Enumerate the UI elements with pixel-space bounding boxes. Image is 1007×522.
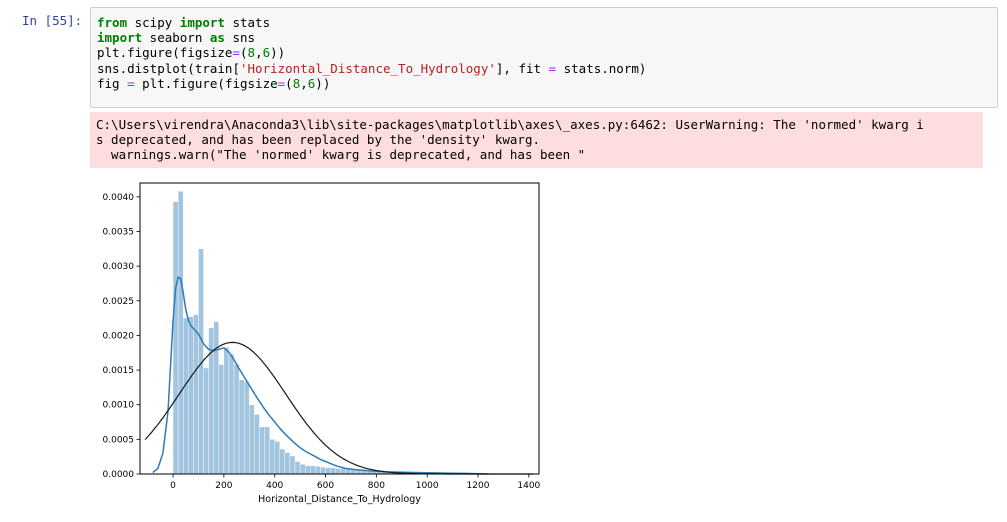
code-editor[interactable]: from scipy import stats import seaborn a… <box>91 8 997 98</box>
y-tick-label: 0.0015 <box>103 366 135 376</box>
histogram-bar <box>243 381 250 475</box>
x-tick-label: 200 <box>215 481 232 491</box>
y-tick-label: 0.0040 <box>103 193 135 203</box>
code-token: sns <box>224 30 256 46</box>
histogram-bar <box>289 455 296 475</box>
x-tick-label: 400 <box>266 481 283 491</box>
code-token: 8 <box>247 45 256 61</box>
histogram-bar <box>299 464 306 475</box>
histogram-bar <box>183 317 189 475</box>
code-token: import <box>97 30 143 46</box>
y-tick-label: 0.0005 <box>103 435 135 445</box>
code-token: sns.distplot(train[ <box>97 60 240 76</box>
code-token: , <box>255 45 263 61</box>
histogram-bar <box>345 468 352 475</box>
x-tick-label: 1200 <box>467 481 490 491</box>
warning-text: C:\Users\virendra\Anaconda3\lib\site-pac… <box>96 117 977 163</box>
code-token: ], fit <box>495 60 549 76</box>
histogram-bar <box>274 441 280 475</box>
code-token: as <box>209 30 225 46</box>
code-token: 6 <box>262 45 271 61</box>
histogram-bar <box>188 316 194 475</box>
histogram-bar <box>193 314 199 475</box>
histogram-bar <box>228 353 235 475</box>
histogram-bar <box>264 426 270 475</box>
code-token: plt.figure(figsize <box>97 45 233 61</box>
code-line: plt.figure(figsize=(8,6)) <box>97 45 285 60</box>
histogram-bar <box>335 468 341 475</box>
code-token: )) <box>270 45 286 61</box>
code-line: sns.distplot(train['Horizontal_Distance_… <box>97 61 646 76</box>
histogram-bar <box>238 379 245 475</box>
histogram-bars <box>172 191 514 475</box>
code-token: scipy <box>127 15 180 30</box>
code-token: ( <box>285 75 293 91</box>
histogram-bar <box>325 467 331 475</box>
stderr-output: C:\Users\virendra\Anaconda3\lib\site-pac… <box>90 112 983 168</box>
histogram-bar <box>223 347 230 475</box>
code-token: = <box>277 75 286 91</box>
code-token: )) <box>315 75 331 91</box>
histogram-bar <box>320 466 326 475</box>
histogram-bar <box>249 404 255 475</box>
code-token: stats.norm) <box>556 60 647 76</box>
histogram-bar <box>218 364 225 475</box>
histogram-bar <box>310 465 316 475</box>
histogram-bar <box>304 465 311 475</box>
histogram-bar <box>177 191 184 475</box>
x-tick-label: 800 <box>368 481 385 491</box>
warning-line: C:\Users\virendra\Anaconda3\lib\site-pac… <box>96 117 924 132</box>
code-cell[interactable]: from scipy import stats import seaborn a… <box>90 7 998 108</box>
histogram-bar <box>233 364 240 475</box>
code-token: plt.figure(figsize <box>134 75 278 91</box>
histogram-bar <box>340 468 347 475</box>
histogram-bar <box>259 426 265 475</box>
code-token: = <box>127 75 135 91</box>
y-axis-ticks: 0.0000 0.0005 0.0010 0.0015 0.0020 0.0025 0.00… <box>103 193 140 480</box>
warning-line: warnings.warn("The 'normed' kwarg is dep… <box>96 147 586 163</box>
histogram-bar <box>213 321 219 475</box>
code-line: from scipy import stats <box>97 15 270 30</box>
histogram-bar <box>269 439 275 475</box>
histogram-bar <box>172 201 179 475</box>
code-token: 'Horizontal_Distance_To_Hydrology' <box>240 60 496 76</box>
x-axis-ticks: 0 200 400 600 800 1000 1200 1400 <box>170 474 541 491</box>
plot-frame <box>139 182 540 475</box>
y-tick-label: 0.0000 <box>103 470 135 480</box>
histogram-bar <box>279 448 286 475</box>
distplot-chart: 0 200 400 600 800 1000 1200 1400 0.00000.00050.… <box>103 182 541 505</box>
code-token: import <box>179 15 225 30</box>
histogram-bar <box>294 461 301 475</box>
y-tick-label: 0.0010 <box>103 401 135 411</box>
y-tick-label: 0.0020 <box>103 331 135 341</box>
histogram-bar <box>254 414 260 475</box>
code-token: 6 <box>307 75 316 91</box>
x-axis-label: Horizontal_Distance_To_Hydrology <box>258 494 421 505</box>
code-token: = <box>548 60 557 76</box>
code-token: ( <box>240 45 248 61</box>
code-token: = <box>232 45 240 61</box>
histogram-bar <box>284 452 291 475</box>
y-tick-label: 0.0035 <box>103 228 135 238</box>
code-token: seaborn <box>142 30 210 46</box>
x-tick-label: 600 <box>317 481 334 491</box>
histogram-bar <box>203 367 209 475</box>
x-tick-label: 1400 <box>517 481 540 491</box>
code-line: fig = plt.figure(figsize=(8,6)) <box>97 76 330 91</box>
histogram-bar <box>315 466 321 475</box>
y-tick-label: 0.0025 <box>103 297 135 307</box>
x-tick-label: 0 <box>170 481 176 491</box>
histogram-bar <box>330 467 336 475</box>
code-token: from <box>97 15 128 30</box>
input-prompt: In [55]: <box>22 13 83 28</box>
x-tick-label: 1000 <box>416 481 439 491</box>
code-line: import seaborn as sns <box>97 30 255 45</box>
warning-line: s deprecated, and has been replaced by t… <box>96 132 541 148</box>
code-token: , <box>300 75 308 91</box>
code-token: 8 <box>292 75 301 91</box>
y-tick-label: 0.0030 <box>103 262 135 272</box>
code-token: stats <box>224 15 271 30</box>
code-token: fig <box>97 75 128 91</box>
